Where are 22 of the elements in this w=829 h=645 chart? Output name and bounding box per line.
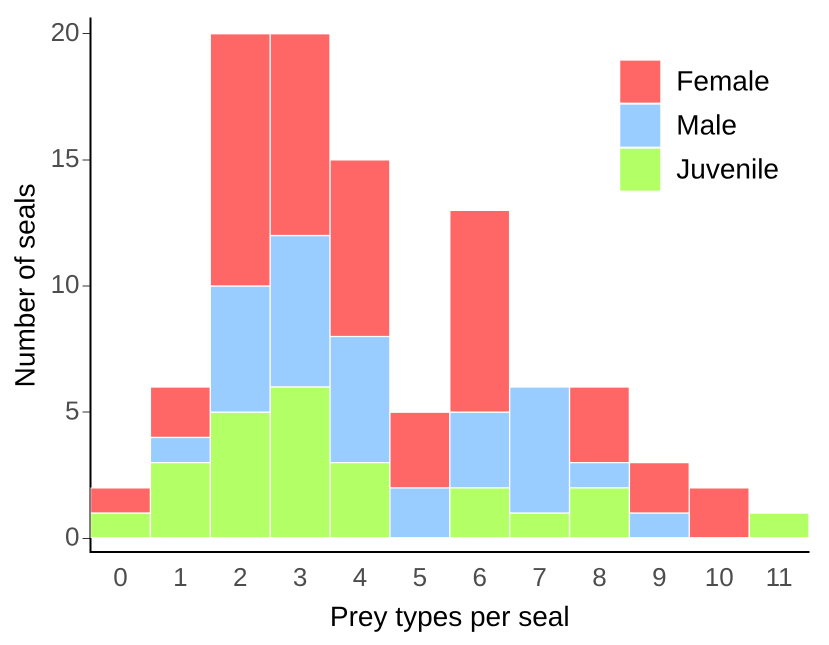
legend-label: Male [676, 109, 737, 140]
x-tick-label: 2 [232, 562, 248, 592]
y-tick-label: 5 [65, 395, 80, 426]
legend-label: Juvenile [676, 153, 780, 184]
x-tick-label: 3 [292, 562, 308, 592]
x-tick-label: 10 [704, 562, 734, 592]
x-tick-label: 8 [592, 562, 607, 592]
x-tick-label: 0 [113, 562, 128, 592]
legend-label: Female [676, 65, 770, 96]
y-tick-label: 15 [50, 143, 80, 174]
x-tick-label: 1 [173, 562, 188, 592]
x-tick-label: 7 [532, 562, 547, 592]
y-tick-label: 20 [50, 16, 80, 47]
x-tick-label: 9 [652, 562, 667, 592]
y-tick-label: 0 [65, 521, 80, 552]
y-axis-title: Number of seals [10, 183, 41, 388]
x-axis-title: Prey types per seal [330, 600, 570, 632]
x-tick-label: 5 [412, 562, 428, 592]
y-tick-label: 10 [50, 269, 80, 300]
x-tick-label: 6 [472, 562, 487, 592]
x-tick-label: 4 [352, 562, 368, 592]
x-tick-label: 11 [766, 562, 793, 592]
